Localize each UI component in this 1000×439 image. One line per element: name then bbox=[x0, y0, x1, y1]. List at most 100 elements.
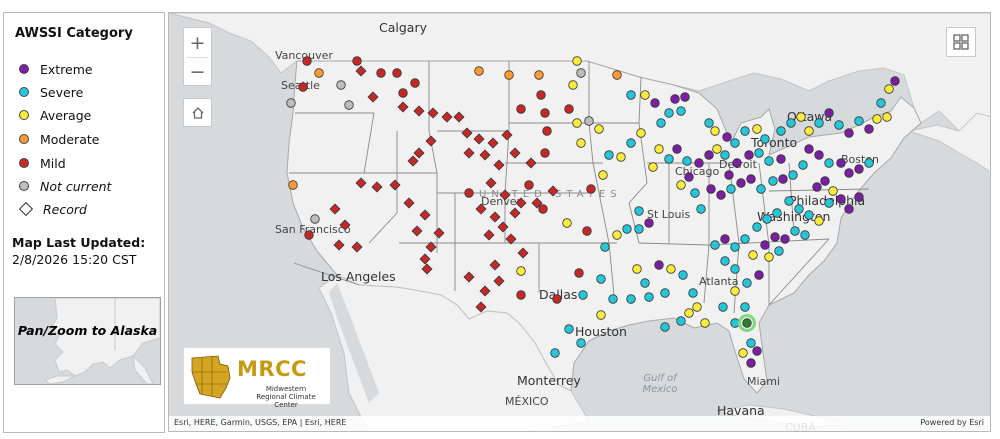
station-marker[interactable] bbox=[660, 288, 670, 298]
station-marker[interactable] bbox=[718, 302, 728, 312]
record-station-marker[interactable] bbox=[493, 275, 505, 287]
record-station-marker[interactable] bbox=[483, 229, 495, 241]
station-marker[interactable] bbox=[562, 218, 572, 228]
station-marker[interactable] bbox=[684, 308, 694, 318]
record-station-marker[interactable] bbox=[389, 179, 401, 191]
record-station-marker[interactable] bbox=[355, 65, 367, 77]
station-marker[interactable] bbox=[814, 150, 824, 160]
record-station-marker[interactable] bbox=[509, 147, 521, 159]
station-marker[interactable] bbox=[516, 266, 526, 276]
station-marker[interactable] bbox=[542, 126, 552, 136]
station-marker[interactable] bbox=[732, 158, 742, 168]
record-station-marker[interactable] bbox=[427, 107, 439, 119]
station-marker[interactable] bbox=[676, 106, 686, 116]
station-marker[interactable] bbox=[676, 180, 686, 190]
station-marker[interactable] bbox=[612, 230, 622, 240]
station-marker[interactable] bbox=[608, 294, 618, 304]
attribution-text[interactable]: Esri, HERE, Garmin, USGS, EPA | Esri, HE… bbox=[174, 418, 347, 427]
record-station-marker[interactable] bbox=[515, 197, 527, 209]
station-marker[interactable] bbox=[594, 124, 604, 134]
record-station-marker[interactable] bbox=[475, 203, 487, 215]
record-station-marker[interactable] bbox=[419, 253, 431, 265]
station-marker[interactable] bbox=[884, 84, 894, 94]
record-station-marker[interactable] bbox=[501, 129, 513, 141]
station-marker[interactable] bbox=[524, 180, 534, 190]
station-marker[interactable] bbox=[582, 226, 592, 236]
station-marker[interactable] bbox=[410, 78, 420, 88]
station-marker[interactable] bbox=[752, 222, 762, 232]
record-station-marker[interactable] bbox=[407, 155, 419, 167]
station-marker[interactable] bbox=[692, 302, 702, 312]
station-marker[interactable] bbox=[844, 168, 854, 178]
station-marker[interactable] bbox=[516, 290, 526, 300]
record-station-marker[interactable] bbox=[493, 159, 505, 171]
station-marker[interactable] bbox=[754, 148, 764, 158]
station-marker[interactable] bbox=[538, 204, 548, 214]
record-station-marker[interactable] bbox=[479, 149, 491, 161]
record-station-marker[interactable] bbox=[547, 185, 559, 197]
station-marker[interactable] bbox=[666, 264, 676, 274]
station-marker[interactable] bbox=[760, 240, 770, 250]
station-marker[interactable] bbox=[634, 206, 644, 216]
station-marker[interactable] bbox=[712, 144, 722, 154]
record-station-marker[interactable] bbox=[441, 111, 453, 123]
record-station-marker[interactable] bbox=[473, 133, 485, 145]
station-marker[interactable] bbox=[738, 348, 748, 358]
station-marker[interactable] bbox=[814, 118, 824, 128]
record-station-marker[interactable] bbox=[425, 241, 437, 253]
station-marker[interactable] bbox=[600, 242, 610, 252]
station-marker[interactable] bbox=[716, 190, 726, 200]
station-marker[interactable] bbox=[286, 98, 296, 108]
station-marker[interactable] bbox=[794, 204, 804, 214]
station-marker[interactable] bbox=[724, 170, 734, 180]
station-marker[interactable] bbox=[604, 150, 614, 160]
station-marker[interactable] bbox=[772, 208, 782, 218]
station-marker[interactable] bbox=[550, 348, 560, 358]
station-marker[interactable] bbox=[700, 318, 710, 328]
record-station-marker[interactable] bbox=[499, 189, 511, 201]
station-marker[interactable] bbox=[836, 158, 846, 168]
station-marker[interactable] bbox=[672, 144, 682, 154]
station-marker[interactable] bbox=[656, 118, 666, 128]
station-marker[interactable] bbox=[392, 68, 402, 78]
station-marker[interactable] bbox=[764, 156, 774, 166]
station-marker[interactable] bbox=[576, 138, 586, 148]
station-marker[interactable] bbox=[654, 144, 664, 154]
station-marker[interactable] bbox=[704, 118, 714, 128]
station-marker[interactable] bbox=[302, 56, 312, 66]
station-marker[interactable] bbox=[748, 250, 758, 260]
station-marker[interactable] bbox=[660, 322, 670, 332]
station-marker[interactable] bbox=[790, 226, 800, 236]
record-station-marker[interactable] bbox=[517, 247, 529, 259]
station-marker[interactable] bbox=[536, 90, 546, 100]
station-marker[interactable] bbox=[746, 338, 756, 348]
station-marker[interactable] bbox=[760, 134, 770, 144]
station-marker[interactable] bbox=[648, 162, 658, 172]
record-station-marker[interactable] bbox=[479, 285, 491, 297]
station-marker[interactable] bbox=[768, 176, 778, 186]
record-station-marker[interactable] bbox=[509, 207, 521, 219]
station-marker[interactable] bbox=[824, 198, 834, 208]
station-marker[interactable] bbox=[464, 188, 474, 198]
station-marker[interactable] bbox=[632, 264, 642, 274]
station-marker[interactable] bbox=[576, 338, 586, 348]
station-marker[interactable] bbox=[578, 290, 588, 300]
station-marker[interactable] bbox=[584, 116, 594, 126]
zoom-out-button[interactable]: − bbox=[189, 60, 206, 83]
record-station-marker[interactable] bbox=[329, 203, 341, 215]
station-marker[interactable] bbox=[574, 268, 584, 278]
station-marker[interactable] bbox=[516, 104, 526, 114]
station-marker[interactable] bbox=[752, 346, 762, 356]
station-marker[interactable] bbox=[572, 118, 582, 128]
station-marker[interactable] bbox=[776, 126, 786, 136]
station-marker[interactable] bbox=[376, 68, 386, 78]
record-station-marker[interactable] bbox=[419, 209, 431, 221]
station-marker[interactable] bbox=[564, 324, 574, 334]
station-marker[interactable] bbox=[844, 204, 854, 214]
record-station-marker[interactable] bbox=[371, 181, 383, 193]
powered-by-esri-link[interactable]: Powered by Esri bbox=[920, 418, 984, 427]
record-station-marker[interactable] bbox=[489, 211, 501, 223]
station-marker[interactable] bbox=[596, 274, 606, 284]
station-marker[interactable] bbox=[824, 108, 834, 118]
selected-station-marker[interactable] bbox=[742, 318, 752, 328]
